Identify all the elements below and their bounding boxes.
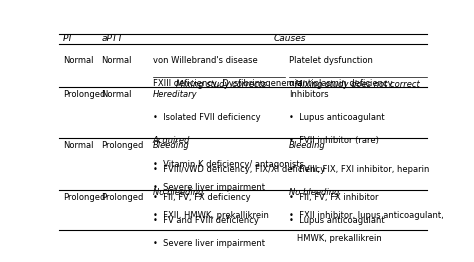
- Text: •  FVII inhibitor (rare): • FVII inhibitor (rare): [289, 136, 379, 145]
- Text: HMWK, prekallikrein: HMWK, prekallikrein: [289, 234, 382, 243]
- Text: •  FV and FVIII deficiency: • FV and FVIII deficiency: [153, 216, 259, 225]
- Text: •  FII, FV, FX inhibitor: • FII, FV, FX inhibitor: [289, 193, 378, 202]
- Text: Inhibitors: Inhibitors: [289, 90, 328, 99]
- Text: FXIII deficiency, Dysfibrinogenemia: FXIII deficiency, Dysfibrinogenemia: [153, 79, 302, 88]
- Text: •  Severe liver impairment: • Severe liver impairment: [153, 183, 265, 192]
- Text: von Willebrand's disease: von Willebrand's disease: [153, 56, 258, 65]
- Text: Prolonged: Prolonged: [63, 90, 105, 99]
- Text: •  FXII inhibitor, lupus anticoagulant,: • FXII inhibitor, lupus anticoagulant,: [289, 211, 444, 220]
- Text: Normal: Normal: [101, 90, 132, 99]
- Text: •  FXII, HMWK, prekallikrein: • FXII, HMWK, prekallikrein: [153, 211, 269, 220]
- Text: •  Lupus anticoagulant: • Lupus anticoagulant: [289, 216, 384, 225]
- Text: Normal: Normal: [63, 56, 93, 65]
- Text: Prolonged: Prolonged: [63, 193, 105, 202]
- Text: •  Severe liver impairment: • Severe liver impairment: [153, 239, 265, 248]
- Text: Bleeding: Bleeding: [153, 141, 190, 150]
- Text: •  Vitamin K deficiency/ antagonists: • Vitamin K deficiency/ antagonists: [153, 160, 304, 168]
- Text: Acquired: Acquired: [153, 136, 190, 145]
- Text: Bleeding: Bleeding: [289, 141, 326, 150]
- Text: Mixing study corrects: Mixing study corrects: [176, 80, 266, 89]
- Text: No bleeding: No bleeding: [289, 188, 339, 197]
- Text: PT: PT: [63, 34, 74, 43]
- Text: Prolonged: Prolonged: [101, 141, 144, 150]
- Text: Normal: Normal: [101, 56, 132, 65]
- Text: •  Lupus anticoagulant: • Lupus anticoagulant: [289, 113, 384, 122]
- Text: Prolonged: Prolonged: [101, 193, 144, 202]
- Text: Hereditary: Hereditary: [153, 90, 198, 99]
- Text: aPTT: aPTT: [101, 34, 123, 43]
- Text: α-antiplasmin deficiency: α-antiplasmin deficiency: [289, 79, 392, 88]
- Text: •  FVIII, FIX, FXI inhibitor, heparin: • FVIII, FIX, FXI inhibitor, heparin: [289, 165, 429, 174]
- Text: Mixing study does not correct: Mixing study does not correct: [295, 80, 420, 89]
- Text: No bleeding: No bleeding: [153, 188, 203, 197]
- Text: Platelet dysfunction: Platelet dysfunction: [289, 56, 373, 65]
- Text: •  Isolated FVII deficiency: • Isolated FVII deficiency: [153, 113, 261, 122]
- Text: Normal: Normal: [63, 141, 93, 150]
- Text: •  FVIII/vWD deficiency, FIX/XI deficiency: • FVIII/vWD deficiency, FIX/XI deficienc…: [153, 165, 325, 174]
- Text: •  FII, FV, FX deficiency: • FII, FV, FX deficiency: [153, 193, 251, 202]
- Text: Causes: Causes: [273, 34, 306, 43]
